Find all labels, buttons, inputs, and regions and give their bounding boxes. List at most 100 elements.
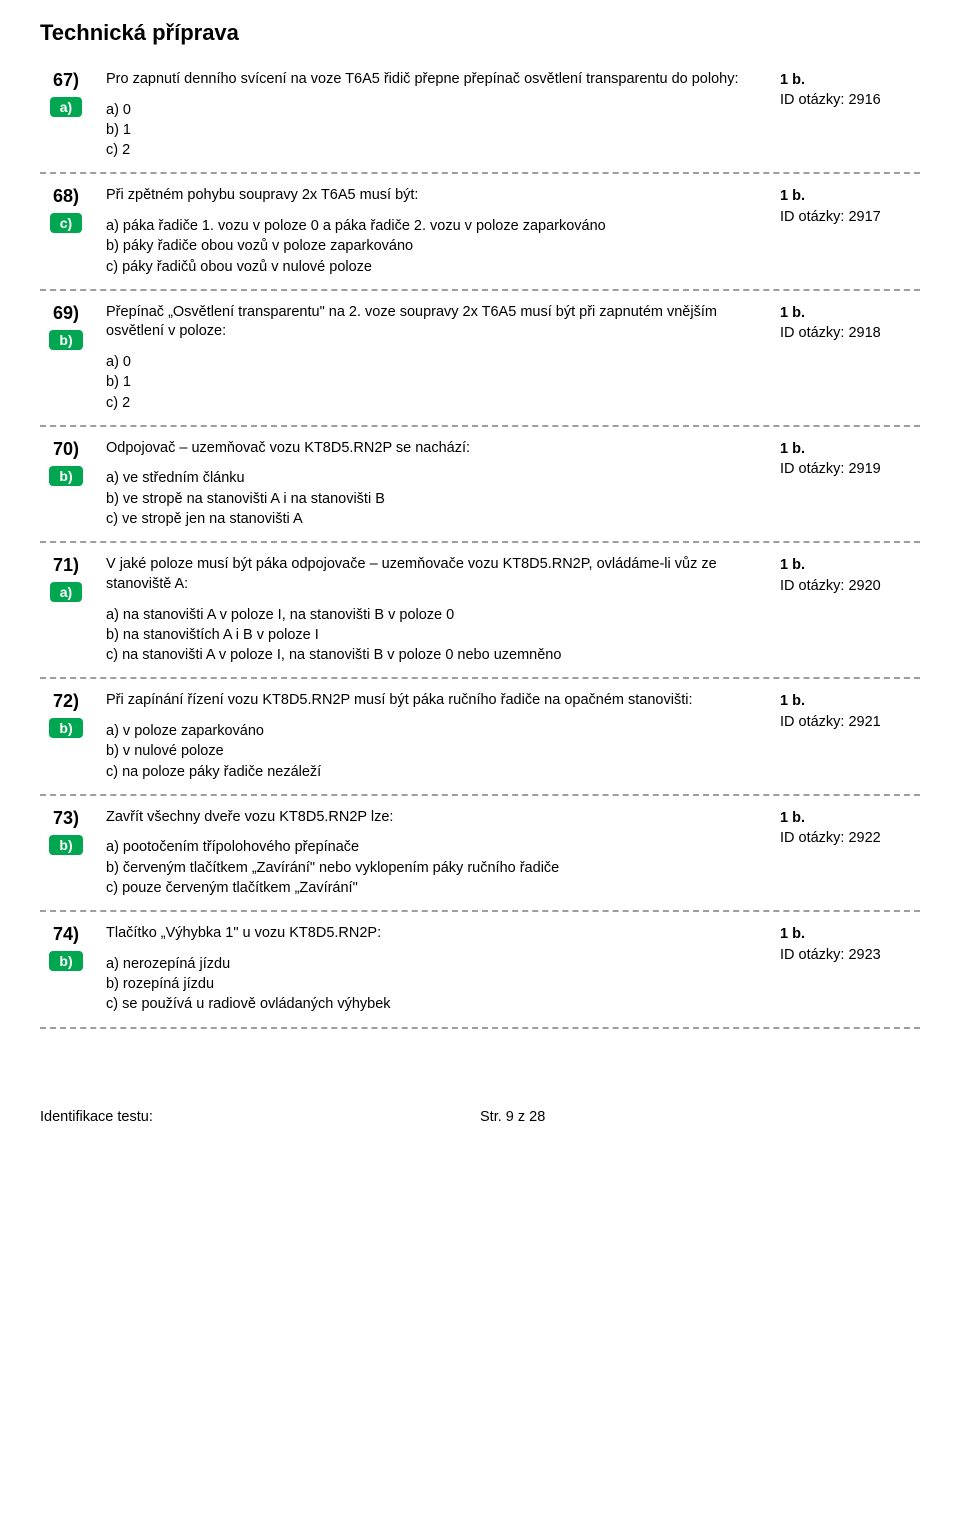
question-meta: 1 b.ID otázky: 2921	[780, 691, 920, 732]
question-option: a) na stanovišti A v poloze I, na stanov…	[106, 605, 770, 625]
question-number: 74)	[40, 924, 92, 945]
question-points: 1 b.	[780, 808, 920, 828]
question-block: 73) b) Zavřít všechny dveře vozu KT8D5.RN2…	[40, 802, 920, 898]
question-id: ID otázky: 2917	[780, 207, 920, 227]
question-number: 73)	[40, 808, 92, 829]
correct-answer-badge: b)	[49, 718, 82, 738]
question-number: 67)	[40, 70, 92, 91]
question-text: Pro zapnutí denního svícení na voze T6A5…	[106, 70, 770, 90]
question-text: Tlačítko „Výhybka 1" u vozu KT8D5.RN2P:	[106, 924, 770, 944]
question-option: b) 1	[106, 120, 770, 140]
question-text: Přepínač „Osvětlení transparentu" na 2. …	[106, 303, 770, 342]
question-left-column: 73) b)	[40, 808, 92, 855]
question-block: 70) b) Odpojovač – uzemňovač vozu KT8D5.RN…	[40, 433, 920, 529]
correct-answer-badge: c)	[50, 213, 82, 233]
question-options: a) pootočením třípolohového přepínačeb) …	[106, 837, 770, 898]
question-id: ID otázky: 2921	[780, 712, 920, 732]
question-left-column: 74) b)	[40, 924, 92, 971]
question-divider	[40, 794, 920, 796]
question-points: 1 b.	[780, 439, 920, 459]
question-meta: 1 b.ID otázky: 2919	[780, 439, 920, 480]
correct-answer-badge: a)	[50, 97, 82, 117]
question-options: a) nerozepíná jízdub) rozepíná jízduc) s…	[106, 954, 770, 1015]
question-body: Tlačítko „Výhybka 1" u vozu KT8D5.RN2P: a…	[92, 924, 780, 1014]
question-option: a) v poloze zaparkováno	[106, 721, 770, 741]
question-text: Při zapínání řízení vozu KT8D5.RN2P musí…	[106, 691, 770, 711]
question-block: 74) b) Tlačítko „Výhybka 1" u vozu KT8D5.R…	[40, 918, 920, 1014]
question-id: ID otázky: 2920	[780, 576, 920, 596]
correct-answer-badge: b)	[49, 466, 82, 486]
question-points: 1 b.	[780, 924, 920, 944]
question-option: b) na stanovištích A i B v poloze I	[106, 625, 770, 645]
question-id: ID otázky: 2918	[780, 323, 920, 343]
question-block: 72)b) Při zapínání řízení vozu KT8D5.RN2P…	[40, 685, 920, 781]
question-option: b) červeným tlačítkem „Zavírání" nebo vy…	[106, 858, 770, 878]
question-option: c) 2	[106, 140, 770, 160]
question-body: Pro zapnutí denního svícení na voze T6A5…	[92, 70, 780, 160]
question-body: V jaké poloze musí být páka odpojovače –…	[92, 555, 780, 665]
question-option: c) 2	[106, 393, 770, 413]
question-divider	[40, 1027, 920, 1029]
question-option: c) ve stropě jen na stanovišti A	[106, 509, 770, 529]
question-body: Zavřít všechny dveře vozu KT8D5.RN2P lze…	[92, 808, 780, 898]
question-block: 71)a) V jaké poloze musí být páka odpojov…	[40, 549, 920, 665]
question-left-column: 72)b)	[40, 691, 92, 738]
question-points: 1 b.	[780, 555, 920, 575]
question-divider	[40, 172, 920, 174]
question-options: a) 0b) 1c) 2	[106, 352, 770, 413]
question-option: b) rozepíná jízdu	[106, 974, 770, 994]
question-body: Odpojovač – uzemňovač vozu KT8D5.RN2P se…	[92, 439, 780, 529]
question-divider	[40, 541, 920, 543]
question-options: a) na stanovišti A v poloze I, na stanov…	[106, 605, 770, 666]
question-divider	[40, 425, 920, 427]
question-body: Při zpětném pohybu soupravy 2x T6A5 musí…	[92, 186, 780, 276]
question-meta: 1 b.ID otázky: 2917	[780, 186, 920, 227]
question-option: a) ve středním článku	[106, 468, 770, 488]
question-block: 69) b) Přepínač „Osvětlení transparentu" n…	[40, 297, 920, 413]
question-number: 68)	[40, 186, 92, 207]
correct-answer-badge: b)	[49, 951, 82, 971]
question-divider	[40, 910, 920, 912]
question-meta: 1 b.ID otázky: 2920	[780, 555, 920, 596]
question-left-column: 71)a)	[40, 555, 92, 602]
question-divider	[40, 289, 920, 291]
question-block: 67) a) Pro zapnutí denního svícení na voze…	[40, 64, 920, 160]
question-option: c) na poloze páky řadiče nezáleží	[106, 762, 770, 782]
question-id: ID otázky: 2922	[780, 828, 920, 848]
question-options: a) v poloze zaparkovánob) v nulové poloz…	[106, 721, 770, 782]
page-footer: Identifikace testu: Str. 9 z 28	[40, 1109, 920, 1125]
question-points: 1 b.	[780, 70, 920, 90]
question-number: 69)	[40, 303, 92, 324]
question-id: ID otázky: 2923	[780, 945, 920, 965]
question-option: c) na stanovišti A v poloze I, na stanov…	[106, 645, 770, 665]
question-option: b) ve stropě na stanovišti A i na stanov…	[106, 489, 770, 509]
question-id: ID otázky: 2919	[780, 459, 920, 479]
correct-answer-badge: b)	[49, 330, 82, 350]
question-body: Při zapínání řízení vozu KT8D5.RN2P musí…	[92, 691, 780, 781]
question-option: c) páky řadičů obou vozů v nulové poloze	[106, 257, 770, 277]
question-left-column: 67) a)	[40, 70, 92, 117]
question-points: 1 b.	[780, 691, 920, 711]
question-text: V jaké poloze musí být páka odpojovače –…	[106, 555, 770, 594]
question-option: c) pouze červeným tlačítkem „Zavírání"	[106, 878, 770, 898]
question-body: Přepínač „Osvětlení transparentu" na 2. …	[92, 303, 780, 413]
question-option: c) se používá u radiově ovládaných výhyb…	[106, 994, 770, 1014]
question-points: 1 b.	[780, 186, 920, 206]
question-option: b) v nulové poloze	[106, 741, 770, 761]
question-option: a) 0	[106, 100, 770, 120]
correct-answer-badge: b)	[49, 835, 82, 855]
question-block: 68) c) Při zpětném pohybu soupravy 2x T6A5…	[40, 180, 920, 276]
correct-answer-badge: a)	[50, 582, 82, 602]
question-options: a) ve středním článkub) ve stropě na sta…	[106, 468, 770, 529]
question-number: 70)	[40, 439, 92, 460]
question-option: a) páka řadiče 1. vozu v poloze 0 a páka…	[106, 216, 770, 236]
question-meta: 1 b.ID otázky: 2922	[780, 808, 920, 849]
question-meta: 1 b.ID otázky: 2918	[780, 303, 920, 344]
question-id: ID otázky: 2916	[780, 90, 920, 110]
question-text: Při zpětném pohybu soupravy 2x T6A5 musí…	[106, 186, 770, 206]
question-points: 1 b.	[780, 303, 920, 323]
question-text: Odpojovač – uzemňovač vozu KT8D5.RN2P se…	[106, 439, 770, 459]
footer-left: Identifikace testu:	[40, 1109, 480, 1125]
question-meta: 1 b.ID otázky: 2923	[780, 924, 920, 965]
question-left-column: 69) b)	[40, 303, 92, 350]
